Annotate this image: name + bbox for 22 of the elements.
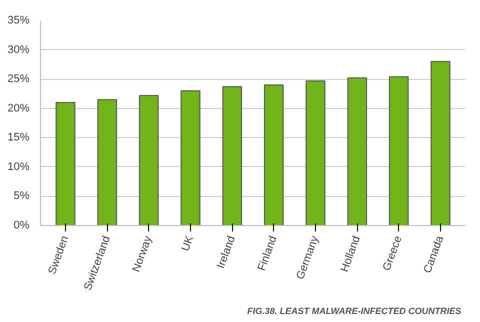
bar xyxy=(180,90,200,226)
bar xyxy=(138,94,159,226)
bar xyxy=(264,84,284,226)
bar xyxy=(97,99,118,226)
y-tick-label: 10% xyxy=(7,160,30,173)
bar xyxy=(222,86,242,226)
bar xyxy=(430,61,450,226)
y-tick-label: 25% xyxy=(7,73,30,86)
bar xyxy=(306,80,326,226)
bar xyxy=(56,102,76,226)
caption: FIG.38. LEAST MALWARE-INFECTED COUNTRIES xyxy=(247,306,462,316)
y-tick-label: 35% xyxy=(7,14,30,26)
bar xyxy=(388,76,409,226)
x-tick-label: Ireland xyxy=(215,234,238,270)
x-tick-label: UK xyxy=(180,234,196,253)
bar xyxy=(347,77,368,226)
x-tick-label: Greece xyxy=(380,234,404,272)
y-tick-label: 5% xyxy=(14,190,30,202)
y-tick-label: 20% xyxy=(7,102,30,114)
y-tick-label: 15% xyxy=(7,132,30,144)
y-tick-label: 0% xyxy=(14,220,30,232)
y-tick-label: 30% xyxy=(7,44,30,56)
